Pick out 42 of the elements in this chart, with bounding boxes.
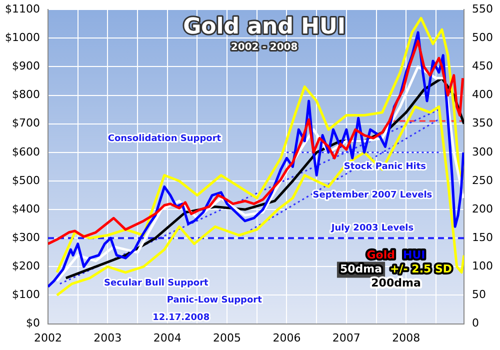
y2-tick-label: 450: [472, 60, 494, 73]
y2-tick-label: 500: [472, 31, 494, 44]
x-tick-label: 2005: [213, 331, 242, 344]
annotation: September 2007 Levels: [312, 190, 432, 200]
annotation: Consolidation Support: [108, 134, 222, 144]
y2-tick-label: 0: [472, 316, 480, 330]
y2-tick-label: 400: [472, 88, 494, 102]
y2-tick-label: 200: [472, 202, 494, 216]
text: HUI: [403, 248, 426, 262]
text: 50dma: [340, 262, 382, 276]
x-tick-label: 2003: [94, 331, 122, 344]
annotation: Panic-Low Support: [166, 296, 263, 306]
y-tick-label: $800: [12, 88, 40, 102]
text: +/- 2.5 SD: [390, 262, 452, 276]
y2-tick-label: 50: [472, 288, 486, 302]
x-tick-label: 2007: [332, 331, 360, 344]
y2-tick-label: 550: [472, 2, 494, 16]
y-tick-label: $200: [12, 260, 40, 273]
annotation: Secular Bull Support: [104, 278, 210, 288]
y2-tick-label: 250: [472, 174, 494, 187]
y-tick-label: $700: [12, 116, 40, 130]
y-tick-label: $900: [12, 60, 40, 73]
y-tick-label: $1100: [4, 2, 40, 16]
x-tick-label: 2008: [392, 331, 420, 344]
text: 200dma: [371, 276, 421, 290]
y-tick-label: $100: [12, 288, 40, 302]
x-tick-label: 2002: [34, 331, 62, 344]
y-tick-label: $1000: [4, 31, 40, 44]
y2-tick-label: 350: [472, 116, 494, 130]
annotation: July 2003 Levels: [330, 223, 414, 234]
y2-tick-label: 300: [472, 145, 494, 158]
x-tick-label: 2006: [272, 331, 301, 344]
y2-tick-label: 150: [472, 230, 494, 244]
annotation: 12.17.2008: [152, 312, 210, 323]
x-tick-label: 2004: [153, 331, 182, 344]
y-tick-label: $400: [12, 202, 40, 216]
y2-tick-label: 100: [472, 260, 494, 273]
y-tick-label: $600: [12, 145, 40, 158]
text: Gold: [366, 248, 396, 262]
y-tick-label: $500: [12, 174, 40, 187]
y-tick-label: $0: [26, 316, 40, 330]
y-tick-label: $300: [12, 230, 40, 244]
